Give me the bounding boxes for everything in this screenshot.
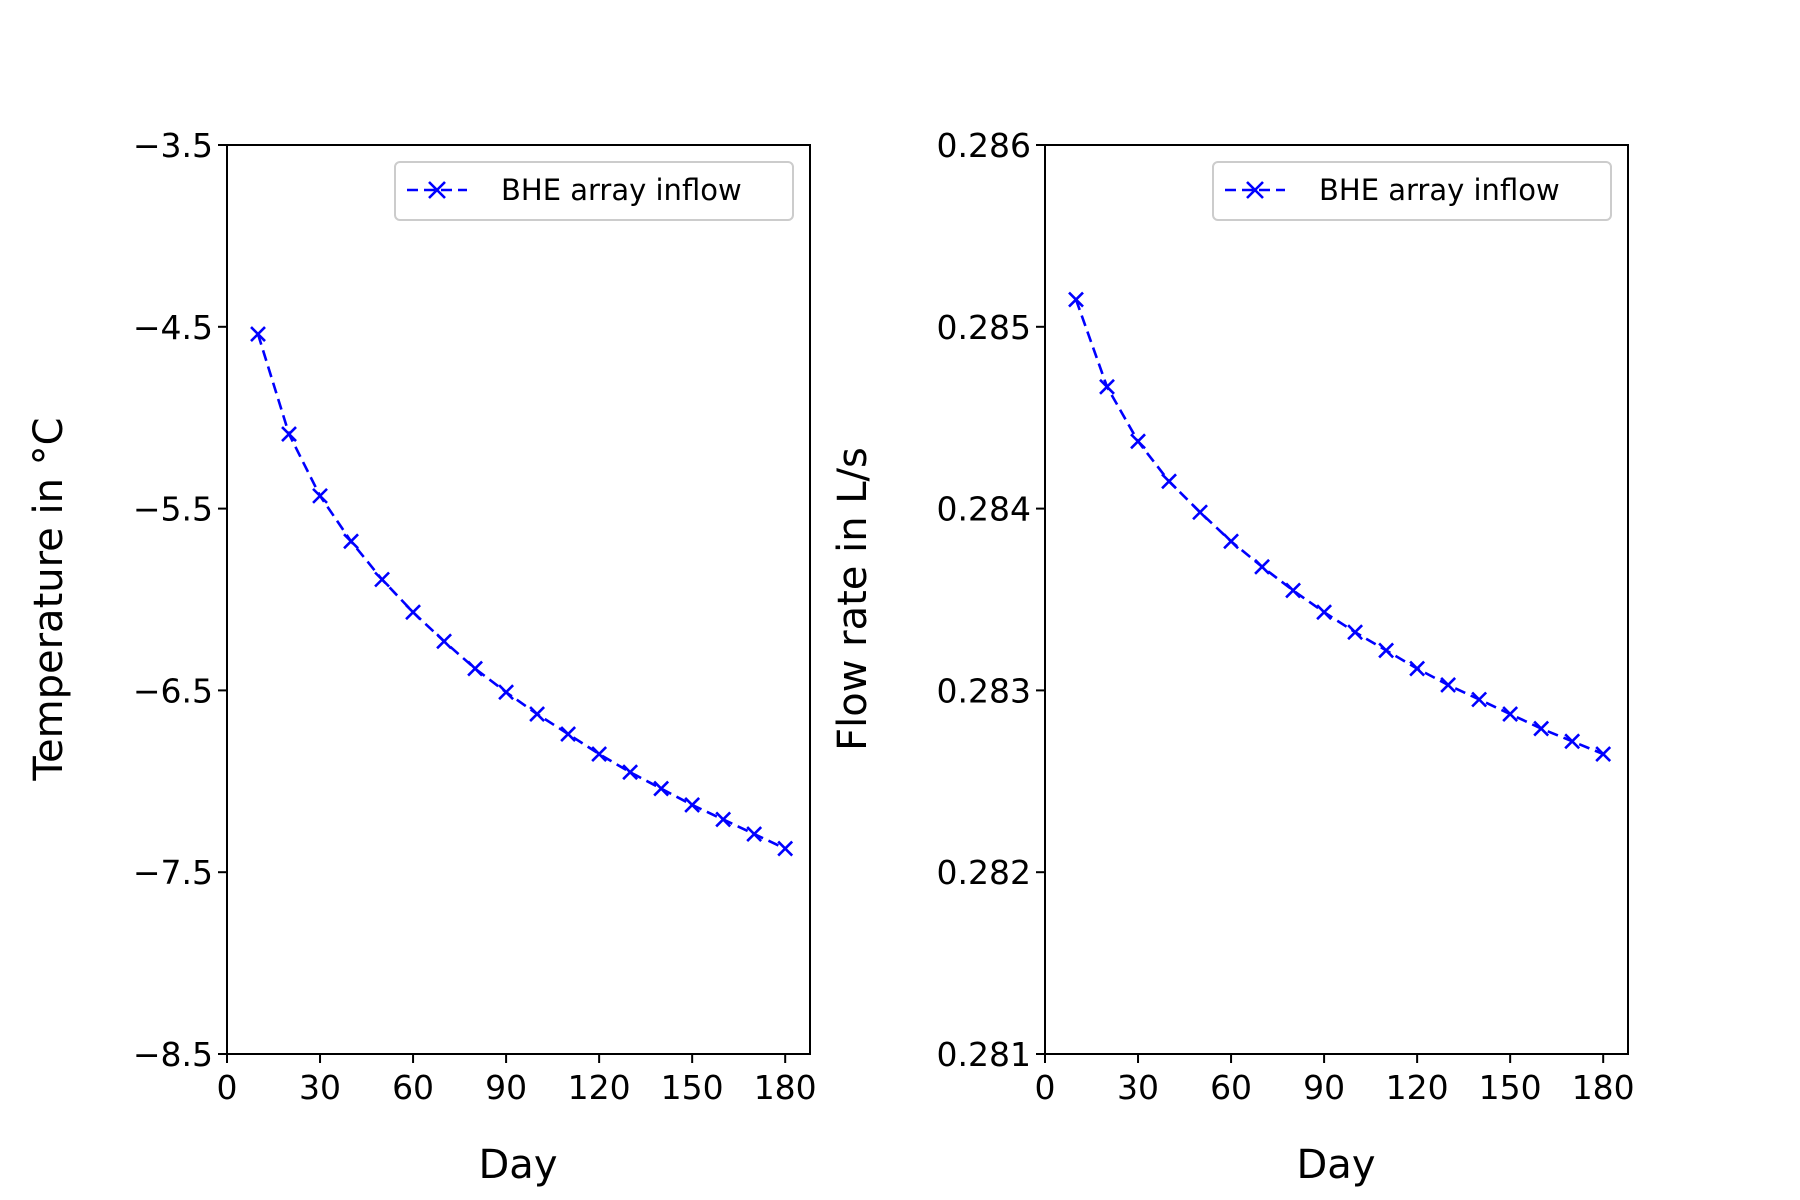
temperature-data-point <box>405 604 421 621</box>
flow-rate-x-tick-label: 180 <box>1572 1068 1635 1107</box>
temperature-x-tick-label: 0 <box>217 1068 238 1107</box>
flow-rate-x-tick-label: 150 <box>1479 1068 1542 1107</box>
flow-rate-y-tick-label: 0.285 <box>937 308 1031 347</box>
temperature-legend: BHE array inflow <box>394 161 794 221</box>
flow-rate-series <box>1068 291 1612 762</box>
temperature-series-line <box>256 333 786 850</box>
temperature-chart: 0 30 60 90 120 150 180 −3.5 −4.5 −5.5 −6.5 −7.5 −8.… <box>26 126 817 1188</box>
flow-rate-x-tick-label: 60 <box>1210 1068 1252 1107</box>
flow-rate-x-axis-label: Day <box>1297 1142 1376 1188</box>
temperature-y-tick-label: −3.5 <box>133 126 213 165</box>
temperature-x-tick-label: 30 <box>299 1068 341 1107</box>
flow-rate-data-point <box>1595 746 1612 762</box>
flow-rate-data-point <box>1440 677 1457 693</box>
flow-rate-data-point <box>1533 720 1550 737</box>
temperature-x-ticks: 0 30 60 90 120 150 180 <box>217 1054 817 1107</box>
flow-rate-data-point <box>1409 660 1426 677</box>
temperature-data-point <box>746 826 763 842</box>
flow-rate-x-tick-label: 120 <box>1386 1068 1449 1107</box>
temperature-series <box>250 326 794 857</box>
temperature-data-point <box>374 571 390 588</box>
temperature-data-point <box>684 797 701 813</box>
temperature-y-tick-label: −4.5 <box>133 308 213 347</box>
flow-rate-series-line <box>1074 299 1604 756</box>
flow-rate-data-point <box>1316 604 1333 621</box>
temperature-x-tick-label: 180 <box>754 1068 817 1107</box>
flow-rate-x-ticks: 0 30 60 90 120 150 180 <box>1035 1054 1635 1107</box>
temperature-x-tick-label: 120 <box>568 1068 631 1107</box>
flow-rate-data-point <box>1161 473 1177 490</box>
flow-rate-y-tick-label: 0.284 <box>937 490 1031 529</box>
temperature-data-point <box>560 726 577 742</box>
flow-rate-data-point <box>1254 558 1270 575</box>
temperature-y-tick-label: −6.5 <box>133 671 213 710</box>
temperature-data-point <box>281 426 297 442</box>
flow-rate-y-tick-label: 0.281 <box>937 1035 1031 1074</box>
flow-rate-plot-frame <box>1044 144 1629 1055</box>
flow-rate-data-point <box>1223 533 1239 550</box>
flow-rate-y-axis-label: Flow rate in L/s <box>830 447 876 751</box>
temperature-x-tick-label: 60 <box>392 1068 434 1107</box>
temperature-y-axis-label: Temperature in °C <box>26 417 72 781</box>
temperature-data-point <box>312 487 328 504</box>
temperature-data-point <box>467 660 484 677</box>
temperature-legend-marker <box>428 181 446 199</box>
flow-rate-y-ticks: 0.286 0.285 0.284 0.283 0.282 0.281 <box>937 126 1045 1074</box>
flow-rate-legend: BHE array inflow <box>1212 161 1612 221</box>
flow-rate-legend-marker <box>1246 181 1264 199</box>
temperature-data-point <box>653 780 670 797</box>
flow-rate-data-point <box>1099 378 1115 395</box>
temperature-y-tick-label: −7.5 <box>133 853 213 892</box>
temperature-legend-box <box>394 161 794 221</box>
flow-rate-legend-box <box>1212 161 1612 221</box>
temperature-data-point <box>498 684 515 701</box>
flow-rate-data-point <box>1347 624 1364 641</box>
temperature-data-point <box>343 533 359 550</box>
flow-rate-data-point <box>1378 642 1395 659</box>
temperature-data-point <box>777 840 794 857</box>
temperature-legend-label: BHE array inflow <box>501 173 742 207</box>
temperature-data-point <box>591 746 608 762</box>
temperature-y-tick-label: −5.5 <box>133 490 213 529</box>
flow-rate-chart: 0 30 60 90 120 150 180 0.2860.2850.2840.2830.2… <box>830 126 1635 1188</box>
flow-rate-x-tick-label: 90 <box>1303 1068 1345 1107</box>
flow-rate-y-tick-label: 0.286 <box>937 126 1031 165</box>
temperature-data-point <box>250 326 266 342</box>
flow-rate-x-tick-label: 30 <box>1117 1068 1159 1107</box>
flow-rate-y-tick-label: 0.282 <box>937 853 1031 892</box>
temperature-data-point <box>715 811 732 828</box>
flow-rate-data-point <box>1471 691 1488 708</box>
flow-rate-x-tick-label: 0 <box>1035 1068 1056 1107</box>
flow-rate-data-point <box>1285 582 1302 599</box>
flow-rate-y-tick-label: 0.283 <box>937 671 1031 710</box>
flow-rate-data-point <box>1564 733 1581 750</box>
temperature-x-tick-label: 90 <box>485 1068 527 1107</box>
temperature-data-point <box>622 764 639 781</box>
flow-rate-data-point <box>1192 504 1208 521</box>
flow-rate-data-point <box>1502 706 1519 722</box>
flow-rate-legend-label: BHE array inflow <box>1319 173 1560 207</box>
temperature-x-tick-label: 150 <box>661 1068 724 1107</box>
temperature-x-axis-label: Day <box>479 1142 558 1188</box>
temperature-y-tick-label: −8.5 <box>133 1035 213 1074</box>
temperature-data-point <box>436 633 452 650</box>
flow-rate-data-point <box>1068 291 1084 308</box>
temperature-data-point <box>529 706 546 722</box>
temperature-y-ticks: −3.5 −4.5 −5.5 −6.5 −7.5 −8.5 <box>133 126 227 1074</box>
flow-rate-data-point <box>1130 433 1146 450</box>
temperature-plot-frame <box>226 144 811 1055</box>
